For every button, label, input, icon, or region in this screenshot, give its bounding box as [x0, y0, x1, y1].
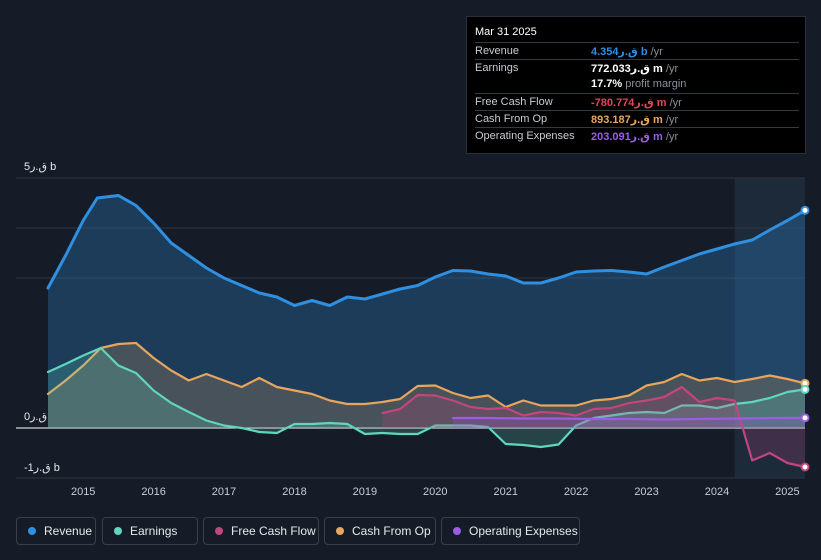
- tooltip-date: Mar 31 2025: [475, 26, 537, 38]
- tooltip-suffix: /yr: [650, 46, 663, 58]
- x-tick-label: 2021: [493, 486, 517, 498]
- operating-expenses-endpoint: [800, 413, 810, 423]
- legend-item-earnings[interactable]: Earnings: [102, 517, 198, 545]
- tooltip-label: Operating Expenses: [475, 130, 575, 142]
- chart-canvas: 2015 2016 2017 2018 2019 2020 2021 2022 2023 2024…: [16, 177, 810, 498]
- y-axis-label-bottom: -1ق.ر b: [24, 462, 60, 474]
- x-tick-label: 2019: [353, 486, 377, 498]
- tooltip-suffix: /yr: [665, 63, 679, 75]
- tooltip-value: -780.774ق.ر m: [591, 97, 667, 109]
- legend-dot: [453, 527, 461, 535]
- tooltip-row-opex: Operating Expenses 203.091ق.ر m /yr: [475, 127, 799, 145]
- tooltip-value: 893.187ق.ر m: [591, 114, 663, 126]
- tooltip-row-margin: 17.7% profit margin: [475, 76, 799, 93]
- tooltip-value: 17.7%: [591, 78, 623, 90]
- tooltip-label: Free Cash Flow: [475, 96, 553, 108]
- legend-item-revenue[interactable]: Revenue: [16, 517, 96, 545]
- x-tick-label: 2022: [564, 486, 588, 498]
- x-tick-label: 2025: [775, 486, 799, 498]
- x-tick-label: 2016: [141, 486, 165, 498]
- x-tick-label: 2020: [423, 486, 447, 498]
- tooltip-suffix: profit margin: [625, 78, 687, 90]
- free-cash-flow-line: [381, 385, 807, 469]
- x-tick-label: 2018: [282, 486, 306, 498]
- legend-item-operating-expenses[interactable]: Operating Expenses: [441, 517, 580, 545]
- legend-label: Free Cash Flow: [231, 524, 316, 538]
- legend-item-free-cash-flow[interactable]: Free Cash Flow: [203, 517, 319, 545]
- revenue-endpoint: [800, 205, 810, 215]
- y-axis-label-top: 5ق.ر b: [24, 161, 57, 173]
- earnings-endpoint: [800, 384, 810, 394]
- legend-label: Operating Expenses: [469, 524, 578, 538]
- tooltip-suffix: /yr: [665, 131, 679, 143]
- tooltip-suffix: /yr: [669, 97, 682, 109]
- x-tick-label: 2023: [634, 486, 658, 498]
- legend-dot: [336, 527, 344, 535]
- legend-dot: [114, 527, 122, 535]
- y-axis-label-zero: 0ق.ر: [24, 411, 48, 423]
- tooltip-value: 772.033ق.ر m: [591, 63, 663, 75]
- x-tick-label: 2015: [71, 486, 95, 498]
- tooltip-row-revenue: Revenue 4.354ق.ر b /yr: [475, 42, 799, 60]
- tooltip-label: Earnings: [475, 62, 519, 74]
- free-cash-flow-endpoint: [800, 462, 810, 472]
- revenue-area: [48, 195, 805, 428]
- tooltip-row-fcf: Free Cash Flow -780.774ق.ر m /yr: [475, 93, 799, 111]
- tooltip-value: 203.091ق.ر m: [591, 131, 663, 143]
- legend-label: Revenue: [44, 524, 93, 538]
- legend-dot: [215, 527, 223, 535]
- revenue-line: [46, 194, 807, 307]
- legend-label: Earnings: [130, 524, 178, 538]
- legend-item-cash-from-op[interactable]: Cash From Op: [324, 517, 436, 545]
- data-tooltip: Mar 31 2025 Revenue 4.354ق.ر b /yr Earni…: [466, 16, 806, 154]
- operating-expenses-line: [451, 416, 807, 421]
- x-tick-label: 2024: [705, 486, 729, 498]
- legend-label: Cash From Op: [352, 524, 431, 538]
- tooltip-label: Cash From Op: [475, 113, 548, 125]
- tooltip-row-earnings: Earnings 772.033ق.ر m /yr: [475, 59, 799, 77]
- legend-dot: [28, 527, 36, 535]
- earnings-line: [46, 346, 807, 449]
- free-cash-flow-area: [382, 387, 805, 467]
- tooltip-label: Revenue: [475, 45, 520, 57]
- operating-expenses-area: [452, 417, 805, 428]
- tooltip-row-cfo: Cash From Op 893.187ق.ر m /yr: [475, 110, 799, 128]
- tooltip-value: 4.354ق.ر b: [591, 46, 648, 58]
- cash-from-op-line: [46, 341, 807, 409]
- tooltip-suffix: /yr: [665, 114, 679, 126]
- earnings-area: [48, 348, 805, 447]
- x-tick-label: 2017: [212, 486, 236, 498]
